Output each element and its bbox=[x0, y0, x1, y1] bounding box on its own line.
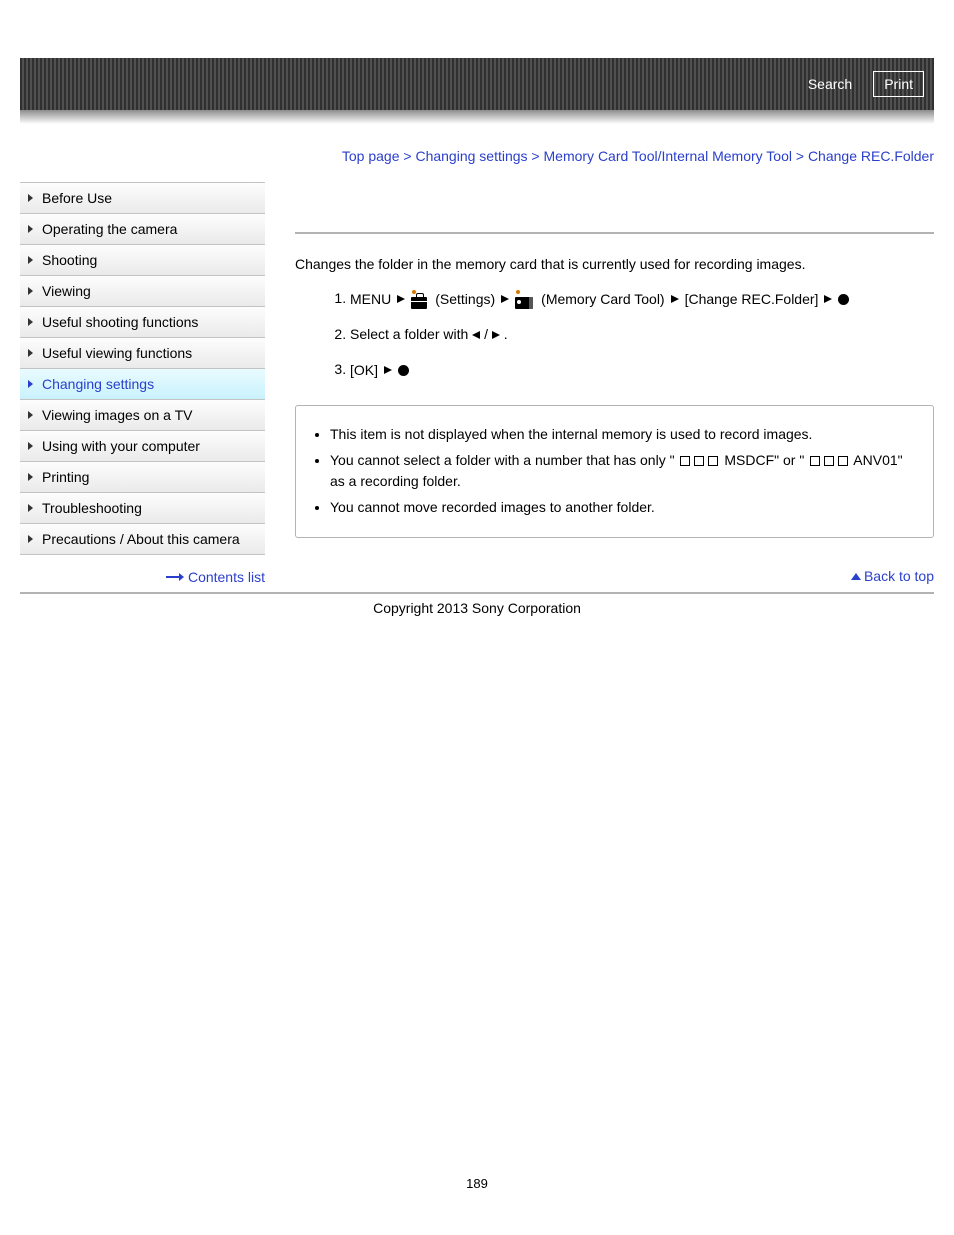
sidebar-item-label: Shooting bbox=[42, 252, 97, 268]
sidebar-item-precautions-about-this-camera[interactable]: Precautions / About this camera bbox=[20, 524, 265, 555]
copyright: Copyright 2013 Sony Corporation bbox=[20, 600, 934, 616]
back-to-top: Back to top bbox=[295, 568, 934, 584]
step1-menu: MENU bbox=[350, 287, 391, 312]
arrow-right-icon bbox=[671, 295, 679, 303]
sidebar-item-label: Changing settings bbox=[42, 376, 154, 392]
note-item: This item is not displayed when the inte… bbox=[330, 424, 917, 446]
memory-card-icon bbox=[515, 292, 535, 306]
arrow-right-icon bbox=[824, 295, 832, 303]
note-item: You cannot select a folder with a number… bbox=[330, 450, 917, 493]
breadcrumb: Top page > Changing settings > Memory Ca… bbox=[20, 148, 934, 164]
sidebar-item-shooting[interactable]: Shooting bbox=[20, 245, 265, 276]
square-icon bbox=[810, 456, 820, 466]
triangle-right-icon bbox=[28, 225, 33, 233]
sidebar-item-changing-settings[interactable]: Changing settings bbox=[20, 369, 265, 400]
step-2: Select a folder with / . bbox=[350, 322, 934, 347]
triangle-right-icon bbox=[28, 287, 33, 295]
step1-settings: (Settings) bbox=[435, 287, 495, 312]
note2-pre: You cannot select a folder with a number… bbox=[330, 452, 678, 468]
search-button[interactable]: Search bbox=[797, 71, 863, 97]
sidebar-item-useful-viewing-functions[interactable]: Useful viewing functions bbox=[20, 338, 265, 369]
divider bbox=[295, 232, 934, 234]
breadcrumb-sep: > bbox=[528, 148, 544, 164]
footer-divider bbox=[20, 592, 934, 594]
sidebar-item-viewing[interactable]: Viewing bbox=[20, 276, 265, 307]
sidebar-item-useful-shooting-functions[interactable]: Useful shooting functions bbox=[20, 307, 265, 338]
step3-ok: [OK] bbox=[350, 358, 378, 383]
step1-tool: (Memory Card Tool) bbox=[541, 287, 664, 312]
triangle-right-icon bbox=[28, 411, 33, 419]
sidebar-item-operating-the-camera[interactable]: Operating the camera bbox=[20, 214, 265, 245]
step-3: [OK] bbox=[350, 357, 934, 383]
main-content: Changes the folder in the memory card th… bbox=[265, 182, 934, 590]
sidebar-item-viewing-images-on-a-tv[interactable]: Viewing images on a TV bbox=[20, 400, 265, 431]
sidebar-item-using-with-your-computer[interactable]: Using with your computer bbox=[20, 431, 265, 462]
triangle-up-icon bbox=[851, 573, 861, 580]
square-icon bbox=[694, 456, 704, 466]
note-item: You cannot move recorded images to anoth… bbox=[330, 497, 917, 519]
triangle-right-icon bbox=[28, 318, 33, 326]
sidebar: Before Use Operating the camera Shooting Vi… bbox=[20, 182, 265, 585]
sidebar-item-before-use[interactable]: Before Use bbox=[20, 183, 265, 214]
square-icon bbox=[824, 456, 834, 466]
triangle-right-icon bbox=[28, 473, 33, 481]
sidebar-item-label: Before Use bbox=[42, 190, 112, 206]
sidebar-item-printing[interactable]: Printing bbox=[20, 462, 265, 493]
square-icon bbox=[838, 456, 848, 466]
sidebar-item-label: Useful shooting functions bbox=[42, 314, 198, 330]
settings-icon bbox=[411, 292, 429, 306]
arrow-left-icon bbox=[472, 331, 480, 339]
notes-box: This item is not displayed when the inte… bbox=[295, 405, 934, 538]
breadcrumb-current: Change REC.Folder bbox=[808, 148, 934, 164]
contents-list-link[interactable]: Contents list bbox=[188, 569, 265, 585]
sidebar-item-label: Printing bbox=[42, 469, 89, 485]
sidebar-item-label: Using with your computer bbox=[42, 438, 200, 454]
breadcrumb-sep: > bbox=[792, 148, 808, 164]
triangle-right-icon bbox=[28, 194, 33, 202]
enter-dot-icon bbox=[838, 294, 849, 305]
breadcrumb-link-top[interactable]: Top page bbox=[342, 148, 400, 164]
note2-mid1: MSDCF" or " bbox=[720, 452, 808, 468]
step1-change: [Change REC.Folder] bbox=[685, 287, 819, 312]
sidebar-item-label: Operating the camera bbox=[42, 221, 177, 237]
arrow-right-icon bbox=[501, 295, 509, 303]
intro-text: Changes the folder in the memory card th… bbox=[295, 256, 934, 272]
breadcrumb-link-changing[interactable]: Changing settings bbox=[415, 148, 527, 164]
arrow-right-icon bbox=[397, 295, 405, 303]
triangle-right-icon bbox=[28, 504, 33, 512]
triangle-right-icon bbox=[28, 535, 33, 543]
sidebar-item-label: Viewing bbox=[42, 283, 91, 299]
header-band: Search Print bbox=[20, 58, 934, 110]
arrow-right-icon bbox=[384, 366, 392, 374]
sidebar-item-label: Troubleshooting bbox=[42, 500, 142, 516]
triangle-right-icon bbox=[28, 256, 33, 264]
back-to-top-link[interactable]: Back to top bbox=[864, 568, 934, 584]
enter-dot-icon bbox=[398, 365, 409, 376]
triangle-right-icon bbox=[28, 442, 33, 450]
contents-list: Contents list bbox=[20, 569, 265, 585]
step2-text-c: . bbox=[504, 326, 508, 342]
step2-text-b: / bbox=[484, 326, 492, 342]
square-icon bbox=[680, 456, 690, 466]
square-icon bbox=[708, 456, 718, 466]
page-number: 189 bbox=[20, 1176, 934, 1191]
sidebar-item-label: Precautions / About this camera bbox=[42, 531, 240, 547]
sidebar-item-label: Viewing images on a TV bbox=[42, 407, 192, 423]
step-1: MENU (Settings) (Memory Card Tool) [Chan… bbox=[350, 286, 934, 312]
sidebar-item-label: Useful viewing functions bbox=[42, 345, 192, 361]
header-shadow bbox=[20, 110, 934, 124]
print-button[interactable]: Print bbox=[873, 71, 924, 97]
step2-text-a: Select a folder with bbox=[350, 326, 472, 342]
breadcrumb-sep: > bbox=[399, 148, 415, 164]
steps-list: MENU (Settings) (Memory Card Tool) [Chan… bbox=[295, 286, 934, 383]
sidebar-item-troubleshooting[interactable]: Troubleshooting bbox=[20, 493, 265, 524]
arrow-right-icon bbox=[492, 331, 500, 339]
triangle-right-icon bbox=[28, 380, 33, 388]
triangle-right-icon bbox=[28, 349, 33, 357]
breadcrumb-link-memory[interactable]: Memory Card Tool/Internal Memory Tool bbox=[544, 148, 792, 164]
arrow-right-long-icon bbox=[166, 574, 184, 580]
